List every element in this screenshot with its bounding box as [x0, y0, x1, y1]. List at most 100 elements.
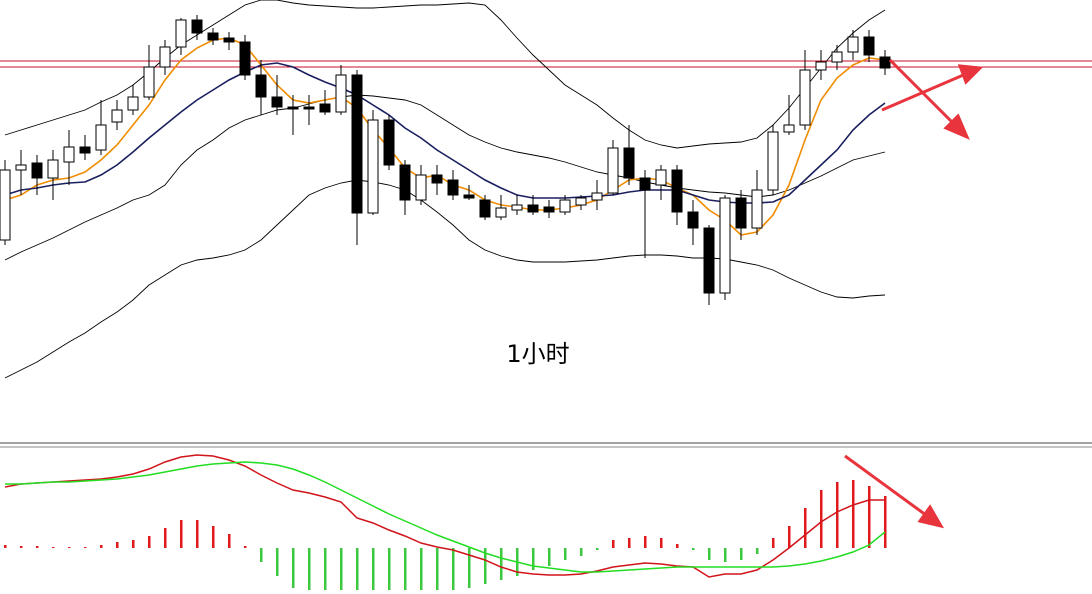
candle-body [15, 164, 27, 171]
macd-bar [420, 548, 423, 590]
macd-bar [548, 548, 551, 566]
band-line [4, 0, 886, 149]
macd-bar [596, 548, 599, 550]
band-line [4, 94, 886, 261]
macd-bar [244, 546, 247, 548]
macd-bar [564, 548, 567, 560]
candle-body [0, 169, 11, 241]
macd-bar [372, 548, 375, 590]
macd-bar [468, 548, 471, 588]
macd-bar [292, 548, 295, 588]
candle-body [447, 179, 459, 196]
candle-body [31, 162, 43, 179]
macd-panel [4, 454, 887, 590]
moving-average [4, 62, 886, 204]
candle-body [223, 37, 235, 43]
macd-bar [164, 528, 167, 548]
candle-body [527, 204, 539, 213]
macd-bar [180, 520, 183, 548]
macd-bar [340, 548, 343, 590]
macd-bar [644, 536, 647, 548]
macd-bar [500, 548, 503, 580]
macd-bar [436, 548, 439, 590]
macd-bar [308, 548, 311, 590]
macd-bar [692, 548, 695, 550]
macd-bar [756, 548, 759, 554]
macd-bar [100, 545, 103, 548]
candle-body [799, 69, 811, 126]
candle-body [847, 36, 859, 53]
candle-body [351, 74, 363, 214]
line [5, 461, 886, 573]
candle-body [735, 197, 747, 229]
candle-body [559, 199, 571, 213]
macd-bar [452, 548, 455, 590]
macd-bar [788, 526, 791, 548]
candle-body [271, 96, 283, 108]
macd-bar [116, 542, 119, 548]
candle-body [543, 206, 555, 213]
macd-bar [820, 490, 823, 548]
candle-body [175, 19, 187, 48]
macd-bar [212, 526, 215, 548]
macd-bar [628, 538, 631, 548]
candle-body [495, 207, 507, 218]
macd-bar [868, 486, 871, 548]
macd-bar [84, 547, 87, 548]
macd-bar [4, 545, 7, 548]
macd-bar [324, 548, 327, 590]
macd-bar [708, 548, 711, 560]
candle-body [815, 61, 827, 71]
candle-body [63, 146, 75, 163]
candle-body [479, 199, 491, 218]
macd-bar [804, 508, 807, 548]
macd-bar [724, 548, 727, 562]
macd-bar [260, 548, 263, 562]
candle-body [655, 169, 667, 186]
candle-body [671, 169, 683, 213]
arrows [844, 58, 984, 529]
macd-bar [612, 540, 615, 548]
candle-body [303, 106, 315, 110]
macd-bar [52, 547, 55, 548]
candle-body [159, 46, 171, 68]
arrow [844, 454, 931, 520]
macd-bar [196, 520, 199, 548]
annotation: 1小时 [506, 340, 569, 368]
candle-body [511, 204, 523, 211]
candle-body [111, 109, 123, 123]
candle-body [415, 174, 427, 201]
candle-body [127, 96, 139, 111]
candle-body [95, 124, 107, 151]
macd-bar [532, 548, 535, 570]
candle-body [719, 197, 731, 294]
candle-body [143, 66, 155, 98]
candle-body [623, 147, 635, 179]
candle-body [879, 56, 891, 69]
macd-bar [884, 496, 887, 548]
macd-bar [852, 480, 855, 548]
macd-bar [676, 544, 679, 548]
candle-body [191, 19, 203, 34]
candle-body [863, 36, 875, 56]
candle-body [687, 211, 699, 229]
macd-bar [36, 546, 39, 548]
candle-body [367, 119, 379, 214]
macd-bar [68, 547, 71, 548]
macd-bar [580, 548, 583, 556]
candle-body [607, 147, 619, 194]
line [4, 454, 885, 578]
candle-body [383, 119, 395, 166]
arrow [881, 71, 969, 112]
macd-bar [772, 538, 775, 548]
macd-bar [228, 534, 231, 548]
candle-body [399, 164, 411, 201]
candle-body [287, 106, 299, 110]
macd-bar [276, 548, 279, 576]
candle-body [751, 189, 763, 229]
candle-body [767, 131, 779, 191]
macd-bar [484, 548, 487, 584]
candle-body [591, 192, 603, 201]
